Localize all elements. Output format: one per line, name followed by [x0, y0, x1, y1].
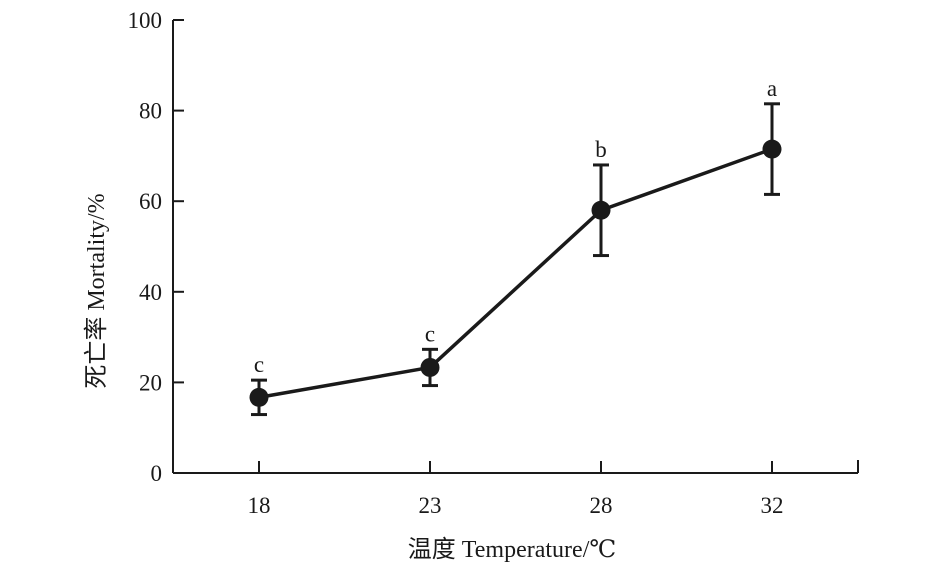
y-tick-label: 20 [139, 370, 162, 395]
x-axis-ticks: 18 23 28 32 [248, 461, 784, 518]
data-point [762, 139, 782, 159]
data-point [591, 200, 611, 220]
x-tick-label: 23 [419, 493, 442, 518]
series-line [258, 147, 773, 400]
significance-label: c [254, 352, 264, 377]
significance-label: b [595, 137, 607, 162]
y-axis-ticks: 0 20 40 60 80 100 [128, 8, 184, 486]
x-tick-label: 28 [590, 493, 613, 518]
y-tick-label: 40 [139, 280, 162, 305]
y-tick-label: 80 [139, 99, 162, 124]
x-tick-label: 32 [761, 493, 784, 518]
y-tick-label: 100 [128, 8, 163, 33]
significance-label: c [425, 321, 435, 346]
data-point [249, 387, 269, 407]
data-point [420, 357, 440, 377]
axes [172, 20, 859, 474]
series-mortality: c c b a [249, 76, 782, 417]
y-axis-title: 死亡率 Mortality/% [83, 193, 110, 388]
x-axis-title: 温度 Temperature/℃ [408, 536, 616, 563]
significance-label: a [767, 76, 777, 101]
y-tick-label: 0 [151, 461, 163, 486]
x-tick-label: 18 [248, 493, 271, 518]
y-tick-label: 60 [139, 189, 162, 214]
